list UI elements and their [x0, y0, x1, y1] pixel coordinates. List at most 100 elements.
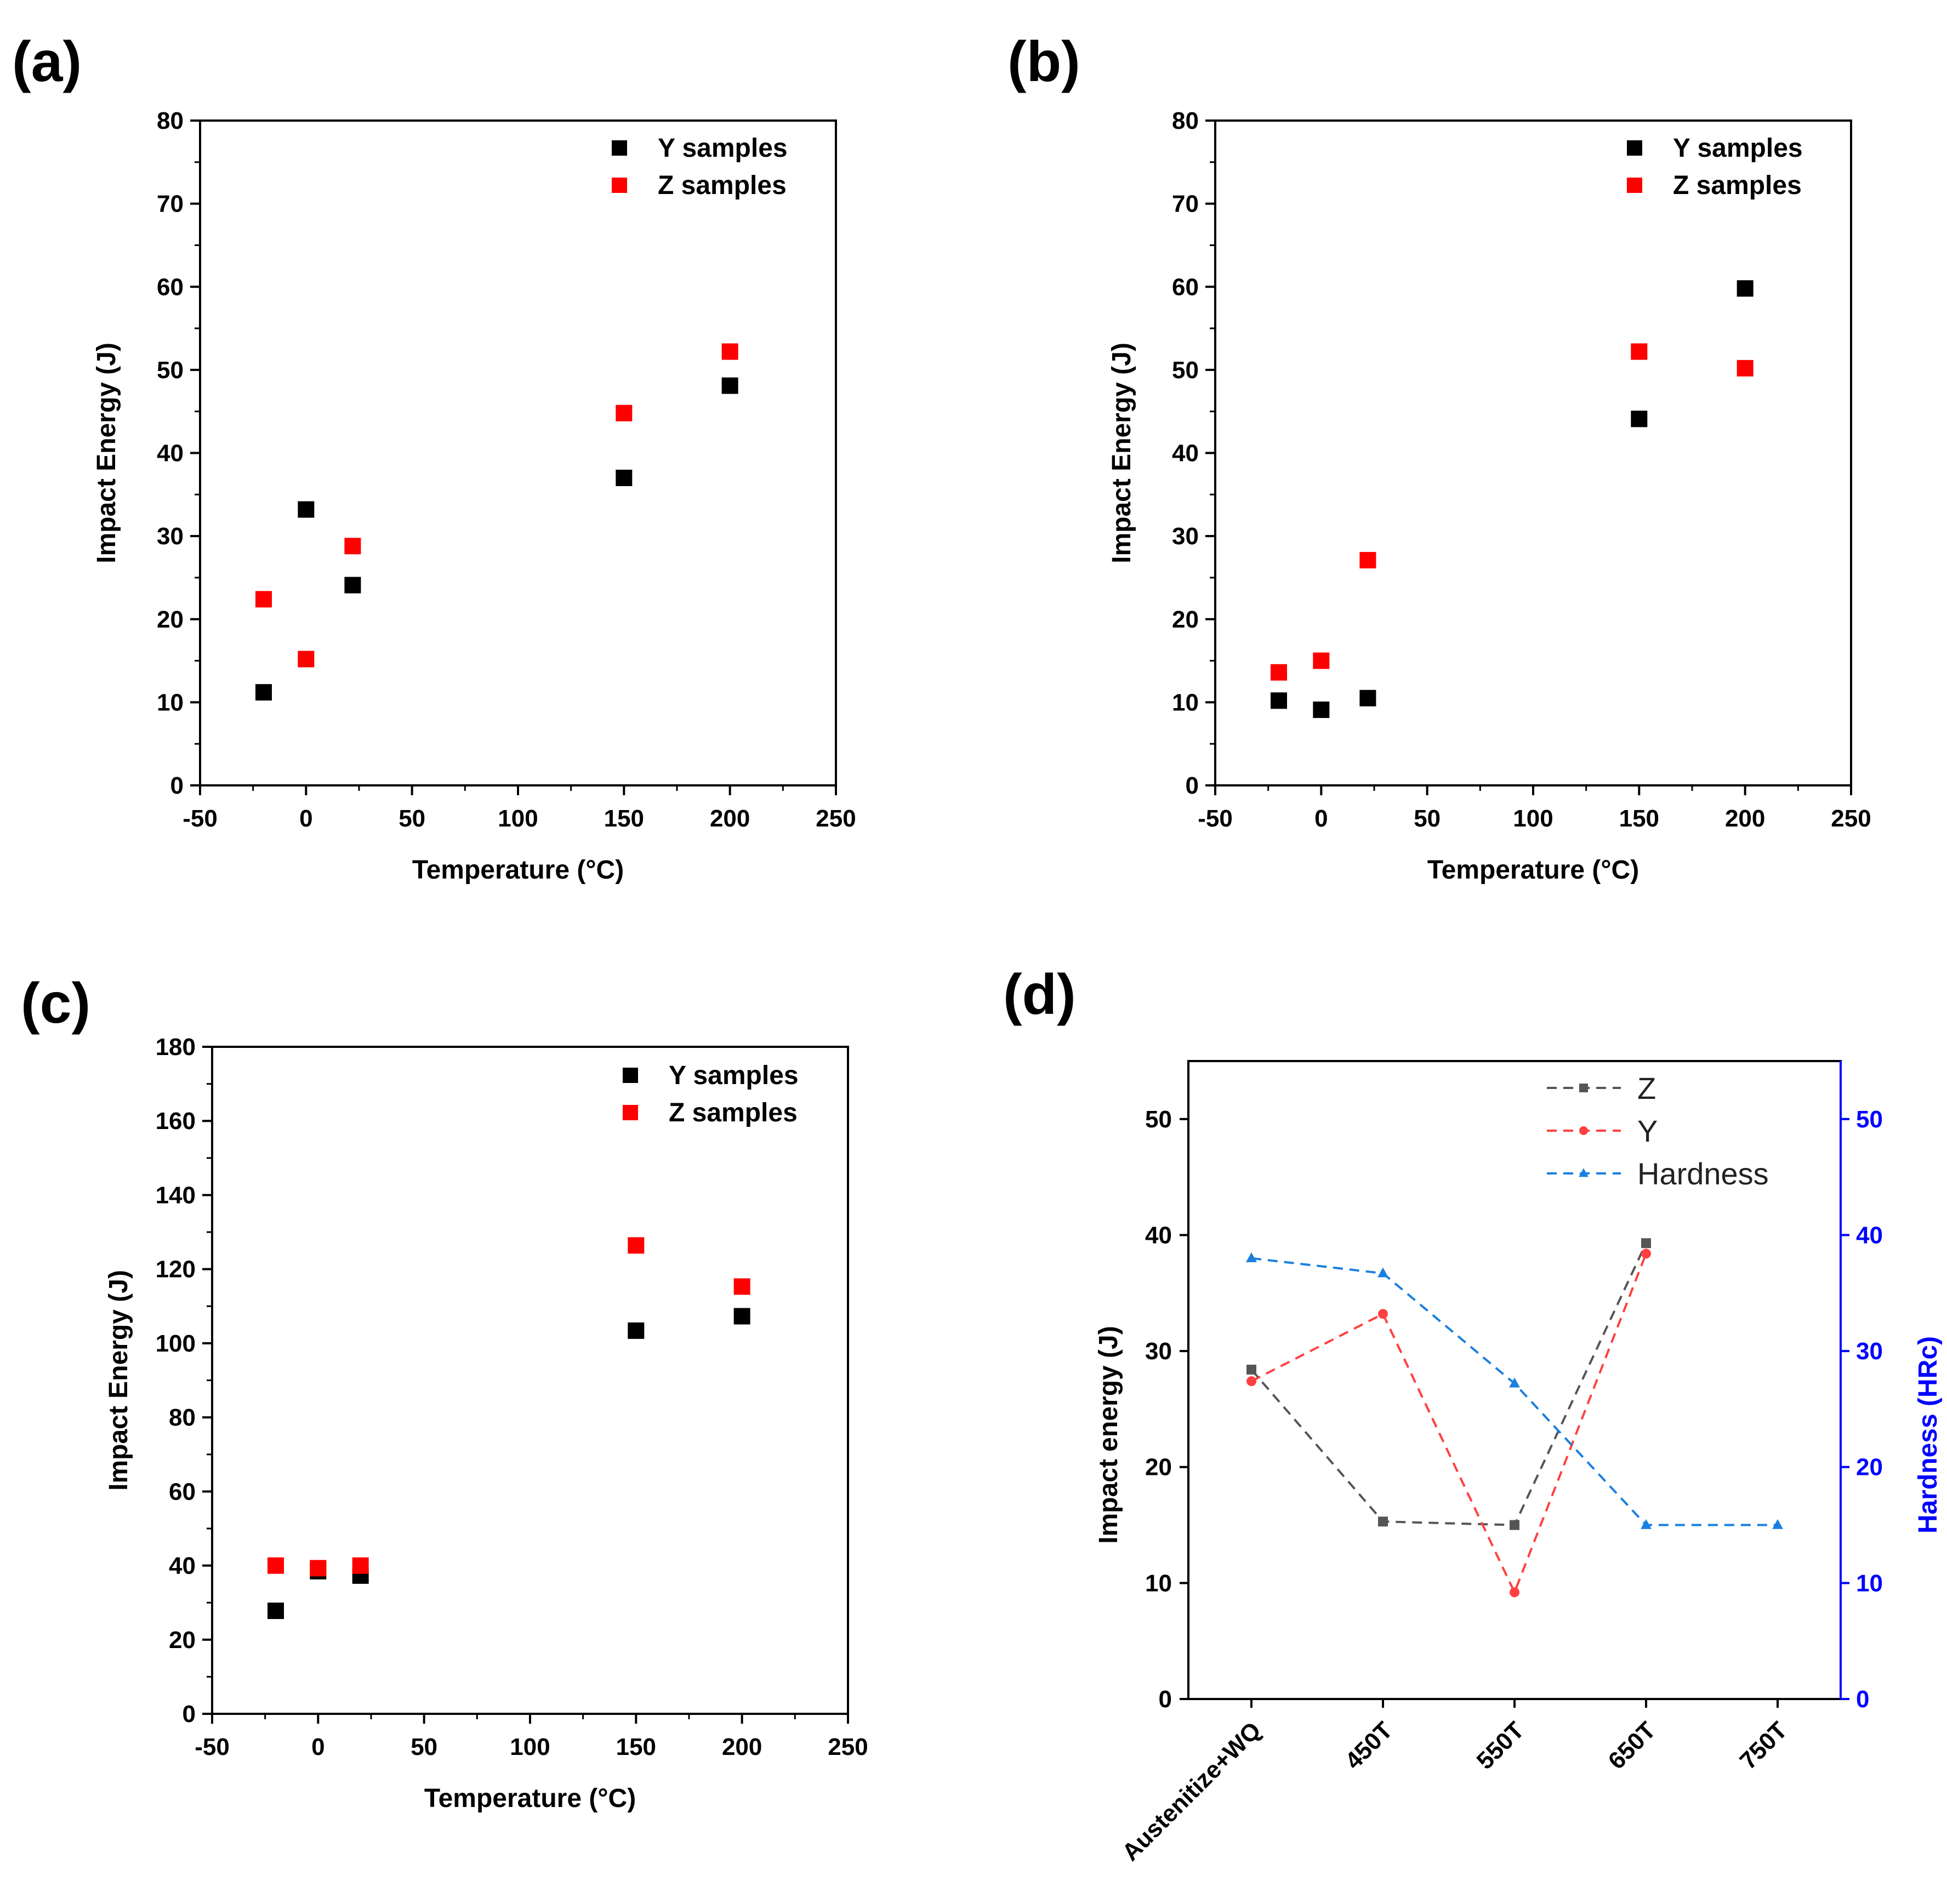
data-point	[1737, 360, 1754, 377]
data-point	[267, 1557, 284, 1574]
data-point	[616, 404, 633, 421]
x-axis-title: Temperature (°C)	[412, 856, 624, 885]
y-tick-label: 30	[157, 523, 184, 550]
panel-b: (b) -50 0 50 100 150 200 250 0 10 20 30 40 50 60 70 80 Te…	[1007, 30, 1871, 885]
legend-marker	[612, 178, 627, 193]
x-tick-label: 200	[722, 1734, 762, 1760]
data-point	[1510, 1520, 1519, 1530]
y-tick-label: 120	[156, 1256, 196, 1283]
y-tick-label: 60	[1172, 273, 1199, 300]
y-tick-label: 80	[169, 1404, 196, 1431]
y-tick-label: 60	[157, 273, 184, 300]
data-point	[1509, 1377, 1520, 1388]
y2-tick-label: 20	[1856, 1454, 1883, 1481]
x-tick-label: -50	[1198, 805, 1233, 832]
data-point	[628, 1237, 645, 1254]
legend-label: Z samples	[669, 1098, 798, 1127]
y2-tick-label: 0	[1856, 1686, 1869, 1713]
series-y	[1246, 1249, 1651, 1598]
y-tick-label: 80	[1172, 107, 1199, 134]
y-axis-title: Impact Energy (J)	[92, 343, 121, 563]
x-axis-title: Temperature (°C)	[424, 1784, 636, 1813]
x-tick-label: 200	[710, 805, 750, 832]
x-tick-label: 150	[1619, 805, 1659, 832]
series-y-samples	[1271, 280, 1754, 719]
y-axis-title: Impact Energy (J)	[1107, 343, 1136, 563]
y2-tick-label: 50	[1856, 1106, 1883, 1133]
panel-a: (a) -50 0 50 100 150 200 250 0 10 20 30 40 50 60 70 80 Te…	[12, 30, 856, 885]
data-point	[1641, 1238, 1651, 1249]
panel-c: (c) -50 0 50 100 150 200 250 0 20 40 60 80 100 120 140 1…	[21, 972, 868, 1813]
x-tick-label: 250	[828, 1734, 868, 1760]
data-point	[1631, 411, 1648, 427]
data-point	[1246, 1252, 1257, 1262]
data-point	[1378, 1309, 1388, 1319]
legend-label: Z samples	[1673, 171, 1802, 200]
x-tick-label: -50	[183, 805, 218, 832]
y2-tick-label: 10	[1856, 1570, 1883, 1597]
y-tick-label: 40	[1172, 440, 1199, 467]
legend-marker	[1627, 178, 1642, 193]
data-point	[1313, 702, 1330, 719]
y-tick-label: 50	[1145, 1106, 1172, 1133]
data-point	[352, 1557, 369, 1574]
data-point	[1359, 689, 1376, 706]
data-point	[721, 343, 738, 360]
data-point	[733, 1278, 750, 1295]
data-point	[344, 577, 361, 594]
y-tick-label: 70	[157, 191, 184, 218]
y-tick-label: 140	[156, 1182, 196, 1208]
data-point	[1246, 1364, 1256, 1375]
y-tick-label: 0	[1186, 772, 1199, 799]
data-point	[1271, 664, 1287, 681]
series-y-samples	[255, 377, 738, 701]
panel-label: (a)	[12, 30, 82, 94]
panel-label: (b)	[1007, 30, 1080, 94]
x-tick-label: 100	[1513, 805, 1553, 832]
y-tick-label: 100	[156, 1330, 196, 1357]
data-point	[1377, 1267, 1388, 1278]
legend-label: Y samples	[669, 1061, 799, 1090]
series-z-samples	[267, 1237, 750, 1577]
x-tick-label: 100	[510, 1734, 550, 1760]
data-point	[1271, 692, 1287, 709]
y-tick-label: 160	[156, 1108, 196, 1135]
x-tick-label: 150	[604, 805, 644, 832]
x-tick-label: 50	[411, 1734, 437, 1760]
y-tick-label: 0	[170, 772, 184, 799]
y-tick-label: 50	[157, 357, 184, 384]
y-tick-label: 40	[157, 440, 184, 467]
data-point	[1359, 552, 1376, 569]
y-tick-label: 0	[183, 1701, 196, 1728]
data-point	[1579, 1126, 1588, 1135]
legend-marker	[1627, 140, 1642, 156]
y-tick-label: 20	[1172, 606, 1199, 633]
panel-label: (d)	[1003, 963, 1076, 1027]
legend-label: Hardness	[1637, 1156, 1769, 1191]
y2-tick-label: 40	[1856, 1222, 1883, 1249]
data-point	[1641, 1519, 1652, 1529]
series-line	[1250, 1242, 1647, 1526]
legend-label: Z samples	[658, 171, 787, 200]
x-tick-label: 250	[1831, 805, 1871, 832]
data-point	[1246, 1376, 1256, 1387]
series-z	[1246, 1238, 1651, 1530]
x-tick-label: 0	[311, 1734, 324, 1760]
data-point	[1579, 1084, 1588, 1092]
y-tick-label: 70	[1172, 191, 1199, 218]
data-point	[1313, 652, 1330, 669]
data-point	[1579, 1168, 1589, 1177]
data-point	[298, 501, 315, 518]
y-tick-label: 10	[1145, 1570, 1172, 1597]
legend-label: Y samples	[1673, 134, 1803, 163]
series-z-samples	[1271, 343, 1754, 681]
y-tick-label: 0	[1159, 1686, 1172, 1713]
data-point	[733, 1308, 750, 1325]
series-z-samples	[255, 343, 738, 668]
series-line	[1251, 1253, 1647, 1595]
data-point	[267, 1603, 284, 1620]
y-tick-label: 50	[1172, 357, 1199, 384]
data-point	[298, 651, 315, 668]
